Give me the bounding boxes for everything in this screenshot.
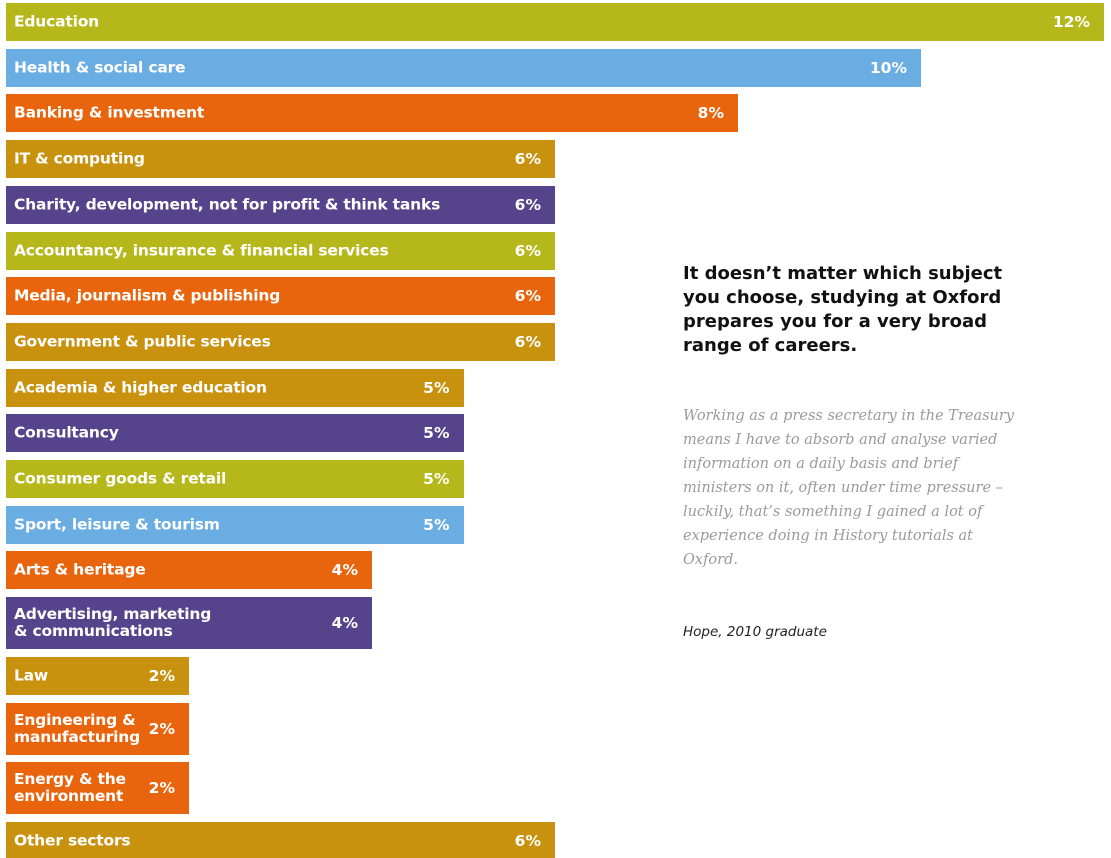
bar: Academia & higher education 5% — [6, 368, 464, 407]
category-label: Charity, development, not for profit & t… — [14, 195, 441, 214]
value-label: 6% — [514, 287, 541, 306]
category-label: Banking & investment — [14, 103, 205, 122]
bar: Media, journalism & publishing 6% — [6, 277, 555, 316]
value-label: 8% — [697, 104, 724, 123]
bar: Sport, leisure & tourism 5% — [6, 505, 464, 544]
value-label: 4% — [331, 614, 358, 633]
category-label: Consultancy — [14, 423, 119, 442]
value-label: 12% — [1052, 13, 1090, 31]
category-label: Energy & the environment — [14, 770, 126, 806]
bar: Advertising, marketing & communications 4… — [6, 597, 372, 650]
category-label: Government & public services — [14, 332, 271, 351]
value-label: 6% — [514, 241, 541, 260]
heading: It doesn’t matter which subject you choo… — [683, 263, 1003, 356]
value-label: 10% — [869, 58, 907, 77]
bar: Engineering & manufacturing 2% — [6, 702, 189, 755]
value-label: 5% — [423, 378, 450, 397]
category-label: Advertising, marketing & communications — [14, 605, 212, 641]
value-label: 6% — [514, 332, 541, 351]
category-label: Education — [14, 12, 99, 31]
bar: Government & public services 6% — [6, 322, 555, 361]
value-label: 6% — [514, 831, 541, 850]
category-label: Academia & higher education — [14, 378, 267, 397]
bar: Health & social care 10% — [6, 48, 921, 87]
category-label: Arts & heritage — [14, 560, 146, 579]
category-label: Sport, leisure & tourism — [14, 515, 220, 534]
value-label: 5% — [423, 470, 450, 488]
value-label: 2% — [148, 719, 175, 738]
category-label: IT & computing — [14, 149, 145, 168]
bar: Education 12% — [6, 3, 1104, 41]
bar: IT & computing 6% — [6, 140, 555, 179]
category-label: Consumer goods & retail — [14, 469, 227, 488]
value-label: 5% — [423, 424, 450, 443]
attribution: Hope, 2010 graduate — [683, 624, 827, 640]
category-label: Other sectors — [14, 831, 131, 850]
category-label: Media, journalism & publishing — [14, 286, 281, 305]
category-label: Accountancy, insurance & financial servi… — [14, 241, 389, 259]
bar: Accountancy, insurance & financial servi… — [6, 231, 555, 270]
bar: Other sectors 6% — [6, 821, 555, 858]
bar: Charity, development, not for profit & t… — [6, 185, 555, 224]
quote: Working as a press secretary in the Trea… — [683, 408, 1015, 568]
bar: Consultancy 5% — [6, 414, 464, 453]
value-label: 4% — [331, 561, 358, 580]
bar: Law 2% — [6, 656, 189, 695]
bar: Banking & investment 8% — [6, 94, 738, 133]
category-label: Law — [14, 666, 49, 685]
value-label: 5% — [423, 515, 450, 534]
value-label: 2% — [148, 779, 175, 798]
bar: Energy & the environment 2% — [6, 762, 189, 815]
bar: Arts & heritage 4% — [6, 551, 372, 590]
bar: Consumer goods & retail 5% — [6, 460, 464, 498]
value-label: 2% — [148, 666, 175, 685]
category-label: Engineering & manufacturing — [14, 710, 141, 746]
value-label: 6% — [514, 150, 541, 169]
value-label: 6% — [514, 195, 541, 214]
category-label: Health & social care — [14, 58, 186, 77]
